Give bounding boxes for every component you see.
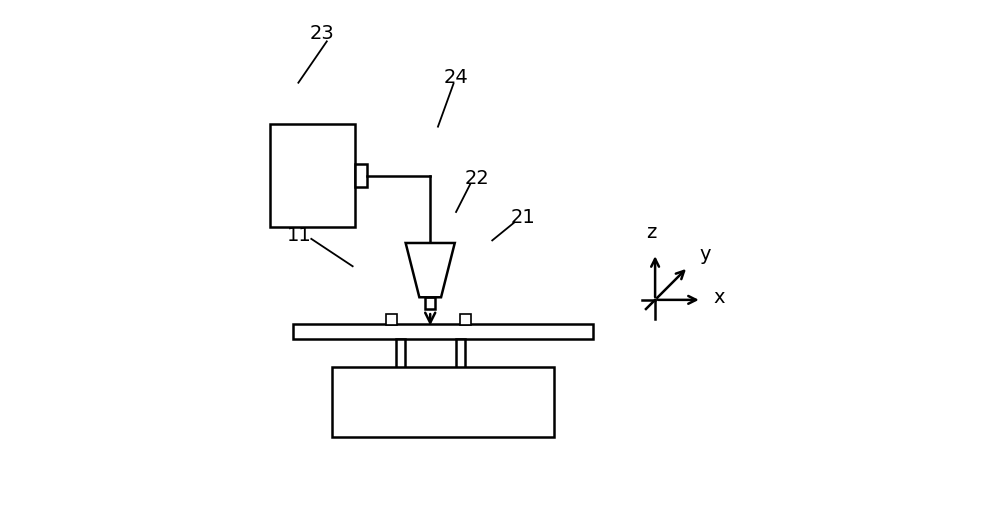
- Text: x: x: [713, 288, 725, 307]
- Bar: [293, 324, 593, 339]
- Bar: [396, 339, 405, 370]
- Text: y: y: [699, 246, 711, 264]
- Bar: [355, 164, 367, 187]
- Bar: [386, 314, 397, 325]
- Bar: [270, 124, 355, 227]
- Text: 24: 24: [444, 68, 468, 87]
- Text: 22: 22: [464, 169, 489, 188]
- Text: 11: 11: [287, 226, 312, 245]
- Bar: [460, 314, 471, 325]
- Bar: [456, 339, 465, 370]
- Text: z: z: [646, 223, 656, 242]
- Text: 21: 21: [511, 208, 536, 226]
- Polygon shape: [406, 243, 455, 297]
- Bar: [425, 297, 435, 309]
- Text: 23: 23: [309, 24, 334, 43]
- Bar: [332, 367, 554, 437]
